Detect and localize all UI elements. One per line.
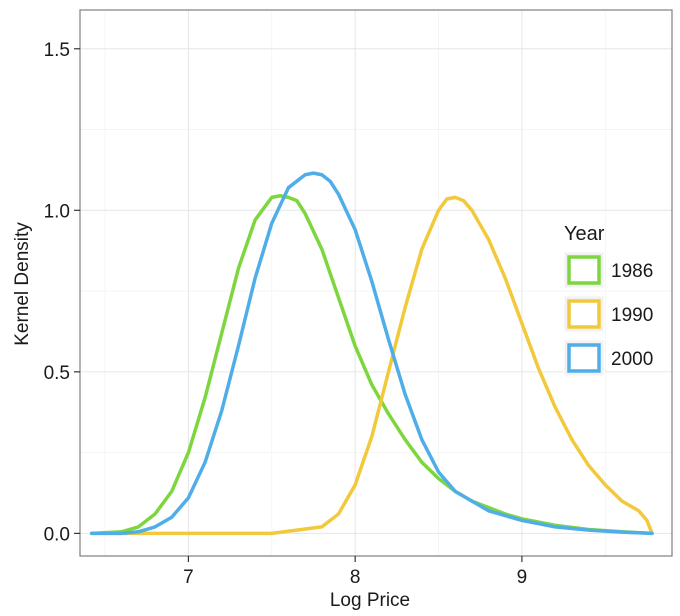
legend: Year 1986 1990 2000 bbox=[563, 223, 653, 377]
legend-label-1986: 1986 bbox=[611, 261, 653, 282]
series-layer bbox=[89, 171, 654, 536]
x-tick-label: 7 bbox=[183, 567, 194, 588]
x-tick-label: 9 bbox=[517, 567, 528, 588]
series-line-2000 bbox=[89, 171, 654, 536]
legend-label-1990: 1990 bbox=[611, 305, 653, 326]
y-tick-label: 0.0 bbox=[44, 524, 70, 545]
plot-panel-border bbox=[79, 9, 673, 557]
x-axis-title: Log Price bbox=[330, 590, 410, 611]
y-axis-title: Kernel Density bbox=[12, 222, 33, 346]
legend-title: Year bbox=[564, 223, 605, 245]
y-tick-label: 1.5 bbox=[44, 40, 70, 61]
series-line-1986 bbox=[89, 194, 654, 536]
series-line-1990 bbox=[89, 195, 654, 536]
y-tick-label: 0.5 bbox=[44, 363, 70, 384]
legend-swatch-1990 bbox=[567, 299, 601, 329]
legend-swatch-2000 bbox=[567, 343, 601, 373]
x-tick-label: 8 bbox=[350, 567, 361, 588]
y-tick-label: 1.0 bbox=[44, 201, 70, 222]
legend-label-2000: 2000 bbox=[611, 349, 653, 370]
axes: 7 8 9 0.0 0.5 1.0 1.5 bbox=[44, 40, 528, 588]
grid bbox=[80, 10, 672, 556]
legend-items: 1986 1990 2000 bbox=[563, 251, 653, 377]
legend-swatch-1986 bbox=[567, 255, 601, 285]
